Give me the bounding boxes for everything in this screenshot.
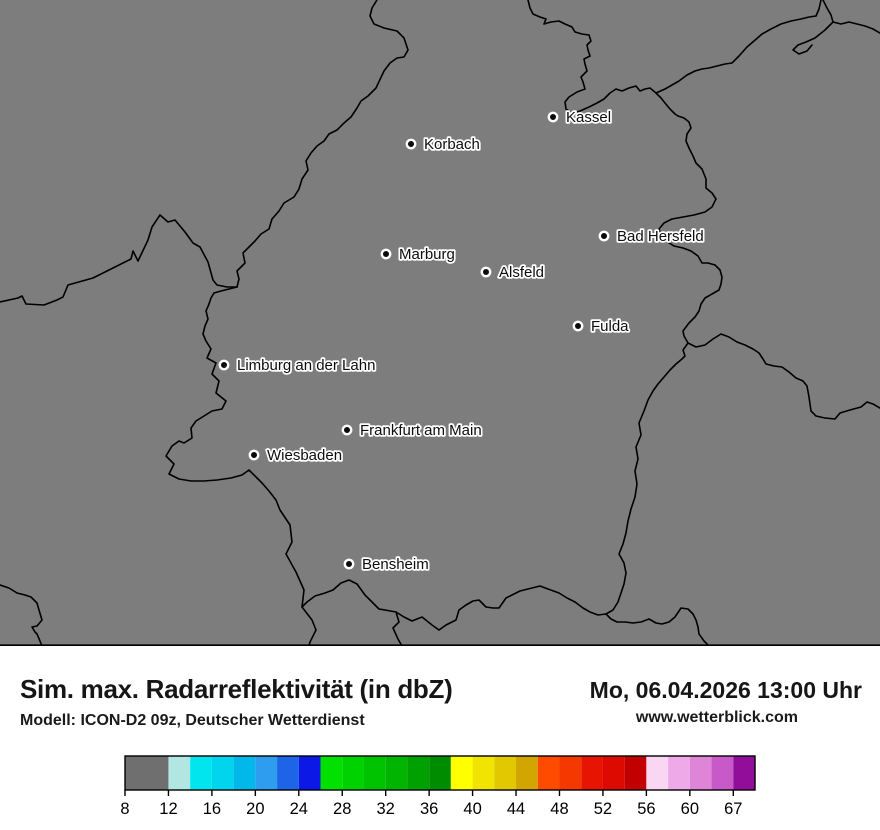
- border-topright-a: [822, 0, 880, 34]
- border-th-by: [687, 333, 880, 420]
- colorbar-segment: [255, 756, 278, 790]
- colorbar-tick-label: 36: [420, 800, 438, 818]
- colorbar-tick-label: 48: [550, 800, 568, 818]
- page-title: Sim. max. Radarreflektivität (in dbZ): [20, 674, 453, 704]
- border-bottomleft: [0, 584, 43, 647]
- colorbar-tick-label: 24: [290, 800, 308, 818]
- colorbar-tick-label: 56: [637, 800, 655, 818]
- state-borders: [0, 0, 880, 647]
- colorbar-segment: [342, 756, 364, 790]
- border-hesse-west: [165, 0, 409, 647]
- colorbar-segment: [537, 756, 560, 790]
- map-background: [0, 0, 880, 646]
- colorbar-segment: [516, 756, 538, 790]
- city-label: Kassel: [566, 109, 611, 126]
- city-marker: [405, 138, 417, 150]
- colorbar-segment: [407, 756, 430, 790]
- colorbar-tick-label: 12: [159, 800, 177, 818]
- colorbar-segment: [559, 756, 582, 790]
- colorbar-segment: [168, 756, 191, 790]
- colorbar-segment: [602, 756, 625, 790]
- city-label: Limburg an der Lahn: [237, 357, 375, 374]
- border-hesse-south-tongue: [301, 579, 403, 647]
- colorbar-segment: [646, 756, 669, 790]
- colorbar-ticks: 8 12 16 20 24 28 32 36 40 44 48 52 56 60 67: [120, 790, 742, 818]
- colorbar-segment: [472, 756, 495, 790]
- border-hesse-east: [465, 0, 723, 616]
- colorbar-tick-label: 60: [681, 800, 699, 818]
- colorbar-tick-label: 40: [463, 800, 481, 818]
- city-label: Bensheim: [362, 556, 429, 573]
- colorbar-segment: [385, 756, 408, 790]
- city-layer: Kassel Korbach Bad Hersfeld Marburg Alsfeld F…: [218, 107, 705, 575]
- colorbar-segment: [125, 756, 169, 790]
- colorbar-frame: [124, 755, 756, 791]
- city-marker: [218, 359, 230, 371]
- colorbar-tick-label: 16: [203, 800, 221, 818]
- border-ls-th: [655, 0, 822, 94]
- colorbar-segment: [277, 756, 299, 790]
- colorbar-segment: [711, 756, 734, 790]
- colorbar-segment: [581, 756, 603, 790]
- city-label: Korbach: [424, 136, 480, 153]
- city-label: Wiesbaden: [267, 447, 342, 464]
- model-info: Modell: ICON-D2 09z, Deutscher Wetterdie…: [20, 712, 365, 729]
- colorbar-tick-label: 32: [377, 800, 395, 818]
- colorbar-segment: [190, 756, 212, 790]
- colorbar-tick-label: 67: [724, 800, 742, 818]
- colorbar-segment: [450, 756, 473, 790]
- colorbar-segment: [298, 756, 321, 790]
- city-marker: [341, 424, 353, 436]
- colorbar-segments: [125, 756, 755, 790]
- border-topright-b: [792, 21, 834, 55]
- border-bergstrasse: [395, 604, 467, 631]
- website-label: www.wetterblick.com: [635, 709, 798, 726]
- forecast-datetime: Mo, 06.04.2026 13:00 Uhr: [589, 677, 862, 703]
- city-marker: [248, 449, 260, 461]
- colorbar-tick-label: 28: [333, 800, 351, 818]
- colorbar-segment: [363, 756, 386, 790]
- radar-map: Kassel Korbach Bad Hersfeld Marburg Alsfeld F…: [0, 0, 880, 647]
- city-marker: [380, 248, 392, 260]
- colorbar-segment: [429, 756, 451, 790]
- city-label: Frankfurt am Main: [360, 422, 482, 439]
- colorbar-segment: [320, 756, 343, 790]
- colorbar-segment: [211, 756, 234, 790]
- colorbar-segment: [689, 756, 712, 790]
- city-label: Bad Hersfeld: [617, 228, 704, 245]
- border-bw-by: [605, 607, 710, 647]
- colorbar-segment: [233, 756, 256, 790]
- colorbar-segment: [668, 756, 690, 790]
- city-label: Marburg: [399, 246, 455, 263]
- colorbar-tick-label: 44: [507, 800, 525, 818]
- border-nrw-rlp: [0, 214, 238, 306]
- colorbar-segment: [494, 756, 517, 790]
- city-marker: [598, 230, 610, 242]
- hesse-map-svg: Kassel Korbach Bad Hersfeld Marburg Alsfeld F…: [0, 0, 880, 647]
- city-marker: [572, 320, 584, 332]
- colorbar-tick-label: 20: [246, 800, 264, 818]
- city-marker: [547, 111, 559, 123]
- colorbar-segment: [733, 756, 755, 790]
- city-marker: [343, 558, 355, 570]
- city-label: Alsfeld: [499, 264, 544, 281]
- colorbar: 8 12 16 20 24 28 32 36 40 44 48 52 56 60 67: [120, 755, 756, 818]
- colorbar-segment: [624, 756, 647, 790]
- city-marker: [480, 266, 492, 278]
- colorbar-tick-label: 8: [120, 800, 129, 818]
- colorbar-tick-label: 52: [594, 800, 612, 818]
- city-label: Fulda: [591, 318, 629, 335]
